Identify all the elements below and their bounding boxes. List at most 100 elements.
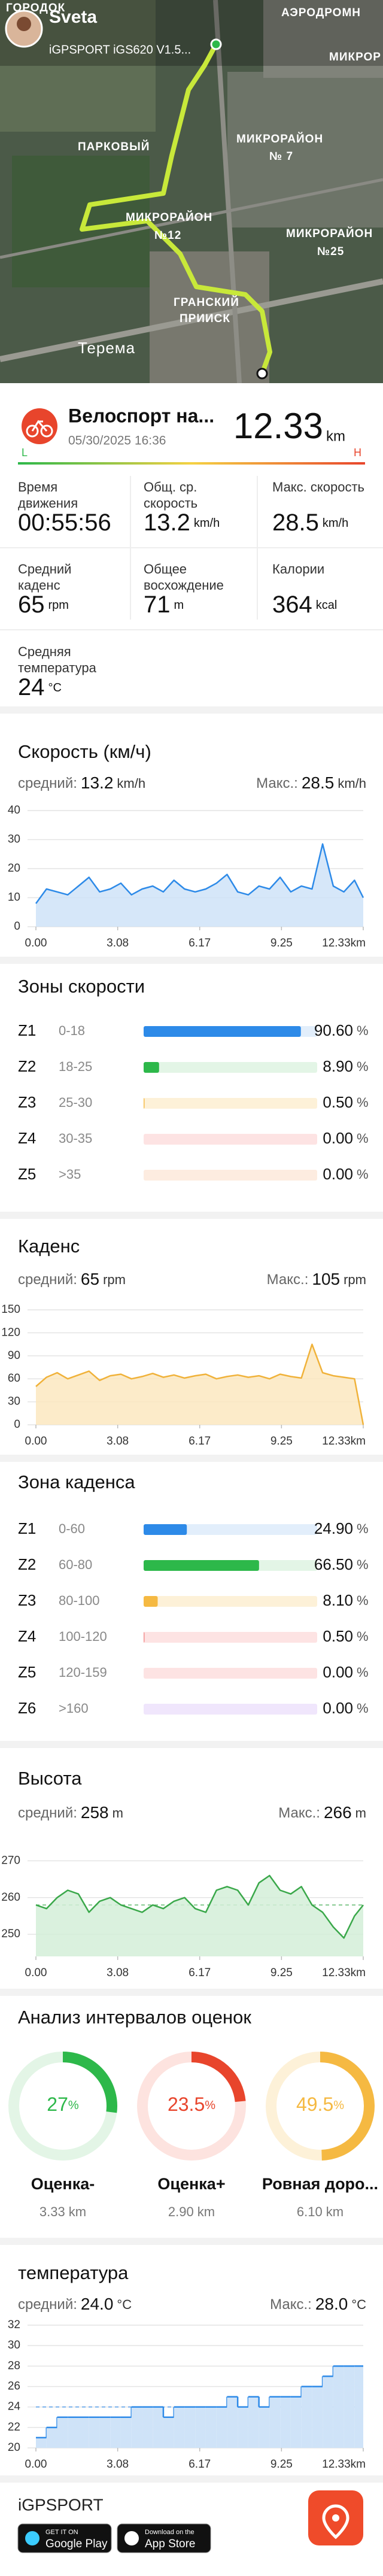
area-fill (36, 1876, 363, 1956)
y-tick-label: 22 (8, 2421, 20, 2434)
x-tick-label: 3.08 (107, 1435, 129, 1448)
zone-value: 8.10 (323, 1591, 353, 1609)
summary: Макс.: 28.5 km/h (256, 773, 366, 792)
separator (0, 706, 383, 714)
separator (0, 2475, 383, 2483)
step-fill (312, 2386, 323, 2448)
summary-value: 266 (324, 1803, 352, 1822)
summary-value: 65 (81, 1270, 99, 1288)
section-title: температура (18, 2262, 129, 2283)
zone-value: 8.90 (323, 1057, 353, 1075)
x-tick-label: 3.08 (107, 937, 129, 949)
summary-value: 13.2 (81, 773, 114, 792)
step-fill (238, 2407, 248, 2448)
summary: Макс.: 105 rpm (267, 1270, 366, 1288)
app-button[interactable] (308, 2490, 363, 2545)
zone-range: >160 (59, 1701, 89, 1716)
zone-value: 0.00 (323, 1663, 353, 1681)
map-label: ПАРКОВЫЙ (78, 140, 150, 153)
line (35, 843, 364, 904)
user-name: Sveta (49, 7, 97, 27)
interval-distance: 2.90 km (168, 2204, 215, 2219)
summary: средний: 13.2 km/h (18, 773, 145, 792)
summary-unit: rpm (103, 1272, 126, 1287)
stat-unit: m (174, 599, 184, 612)
step-fill (78, 2417, 89, 2448)
donut-label: 23.5% (168, 2093, 215, 2115)
stat-label: Средняя температура (18, 644, 97, 675)
x-tick-label: 6.17 (189, 2458, 211, 2471)
stat-unit: km/h (194, 517, 220, 530)
y-tick-label: 20 (8, 2441, 20, 2454)
apple-badge[interactable]: Download on the App Store (117, 2523, 211, 2553)
badge (117, 2523, 211, 2553)
distance-value: 12.33 (233, 406, 323, 446)
separator (0, 2238, 383, 2245)
separator (0, 1455, 383, 1462)
separator (0, 957, 383, 964)
zone-name: Z2 (18, 1057, 36, 1075)
stat-label: Время движения (18, 480, 78, 511)
summary-unit: km/h (117, 776, 145, 791)
y-tick-label: 10 (8, 891, 20, 904)
zone-range: 100-120 (59, 1629, 107, 1644)
y-tick-label: 30 (8, 833, 20, 846)
stat-label: Средний каденс (18, 562, 71, 593)
step-fill (36, 2437, 47, 2448)
summary-unit: m (355, 1806, 366, 1821)
summary-label: Макс.: (278, 1805, 320, 1821)
y-tick-label: 150 (1, 1303, 20, 1316)
stat-label: Калории (272, 562, 324, 577)
area-fill (36, 1344, 363, 1425)
x-tick-label: 9.25 (270, 937, 293, 949)
donut-unit: % (333, 2099, 344, 2112)
zone-value: 0.00 (323, 1165, 353, 1183)
activity-date: 05/30/2025 16:36 (68, 434, 166, 448)
card-background (0, 383, 383, 2576)
x-tick-label: 12.33km (322, 1967, 366, 1979)
summary-unit: °C (351, 2297, 366, 2312)
step-fill (227, 2396, 238, 2448)
y-tick-label: 28 (8, 2359, 20, 2372)
step-fill (46, 2427, 57, 2448)
stat-unit: km/h (323, 517, 348, 530)
zone-track (144, 1668, 317, 1679)
step-fill (120, 2417, 132, 2448)
donut-value: 49.5 (296, 2093, 333, 2115)
zone-value: 0.00 (323, 1129, 353, 1147)
stat-number: 28.5 (272, 509, 319, 536)
badge-name: Google Play (45, 2538, 108, 2550)
zone-range: 0-60 (59, 1521, 85, 1536)
donut-unit: % (68, 2099, 79, 2112)
zone-range: 80-100 (59, 1593, 100, 1608)
summary-label: Макс.: (270, 2296, 312, 2313)
donut-arc (191, 2052, 246, 2102)
zone-unit: % (357, 1557, 369, 1572)
zone-track (144, 1098, 317, 1109)
intensity-bar (18, 462, 365, 465)
step-fill (323, 2376, 333, 2448)
zone-bar (144, 1026, 301, 1037)
summary-value: 28.0 (315, 2295, 348, 2313)
map-label: МИКРОРАЙОН (286, 227, 373, 240)
step-fill (205, 2407, 217, 2448)
zone-name: Z5 (18, 1663, 36, 1681)
badge-top: GET IT ON (45, 2529, 78, 2536)
zone-range: 30-35 (59, 1131, 92, 1146)
zone-range: 120-159 (59, 1665, 107, 1680)
x-tick-label: 9.25 (270, 2458, 293, 2471)
zone-value: 90.60 (314, 1021, 353, 1039)
summary: Макс.: 266 m (278, 1803, 366, 1822)
line (35, 1343, 364, 1425)
stat-value: 71 m (144, 591, 184, 618)
x-tick-label: 12.33km (322, 2458, 366, 2471)
stat-unit: kcal (316, 599, 338, 612)
google-badge[interactable]: GET IT ON Google Play (17, 2523, 112, 2553)
low-label: L (22, 447, 28, 459)
summary-unit: km/h (338, 776, 366, 791)
brand: iGPSPORT (18, 2495, 104, 2514)
donut-label: 27% (47, 2093, 79, 2115)
activity-title: Велоспорт на... (68, 405, 214, 426)
zone-name: Z4 (18, 1627, 36, 1645)
